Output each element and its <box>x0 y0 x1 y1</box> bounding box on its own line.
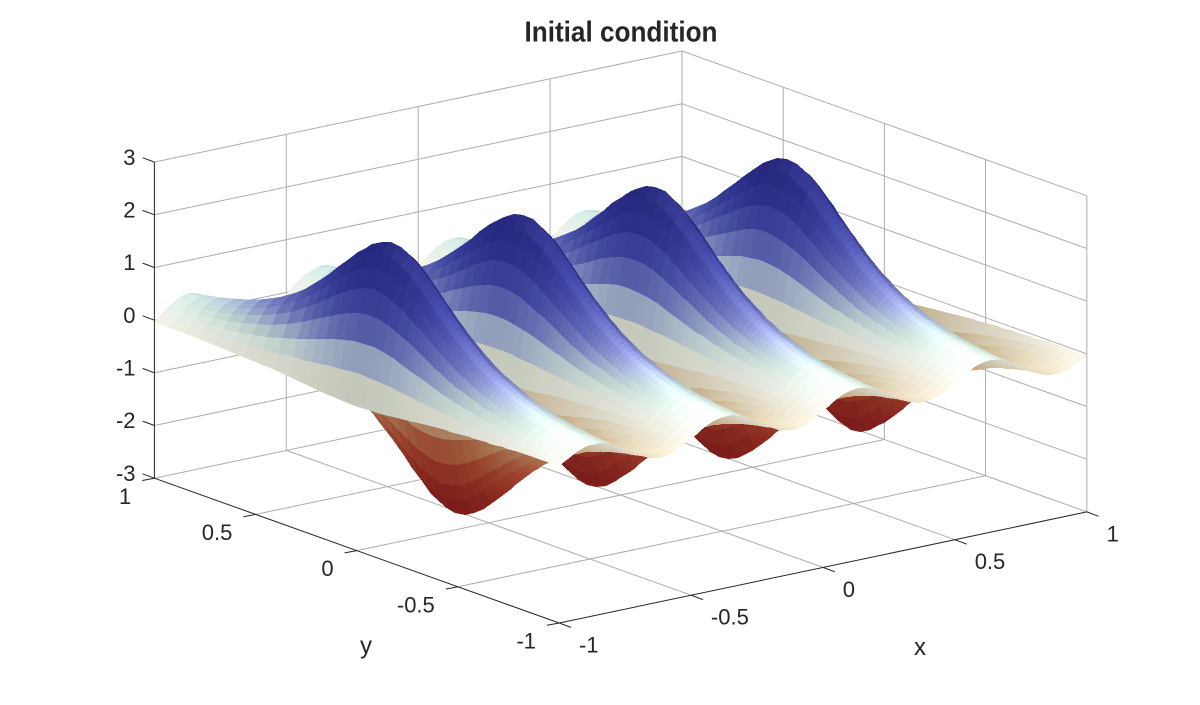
svg-text:-2: -2 <box>116 408 136 433</box>
svg-text:0: 0 <box>321 556 333 581</box>
svg-text:0: 0 <box>843 577 855 602</box>
svg-text:y: y <box>360 633 372 660</box>
svg-text:x: x <box>914 634 926 661</box>
svg-text:-3: -3 <box>116 461 136 486</box>
svg-text:1: 1 <box>1107 521 1119 546</box>
svg-text:-1: -1 <box>516 629 536 654</box>
svg-text:2: 2 <box>123 198 135 223</box>
svg-text:0.5: 0.5 <box>975 549 1006 574</box>
svg-text:0.5: 0.5 <box>202 520 233 545</box>
svg-text:-0.5: -0.5 <box>397 592 435 617</box>
svg-text:-1: -1 <box>116 356 136 381</box>
svg-text:3: 3 <box>123 145 135 170</box>
svg-text:1: 1 <box>119 484 131 509</box>
svg-text:-0.5: -0.5 <box>711 605 749 630</box>
svg-text:-1: -1 <box>579 632 599 657</box>
svg-text:1: 1 <box>123 250 135 275</box>
svg-text:Initial condition: Initial condition <box>525 17 718 49</box>
svg-text:0: 0 <box>123 303 135 328</box>
